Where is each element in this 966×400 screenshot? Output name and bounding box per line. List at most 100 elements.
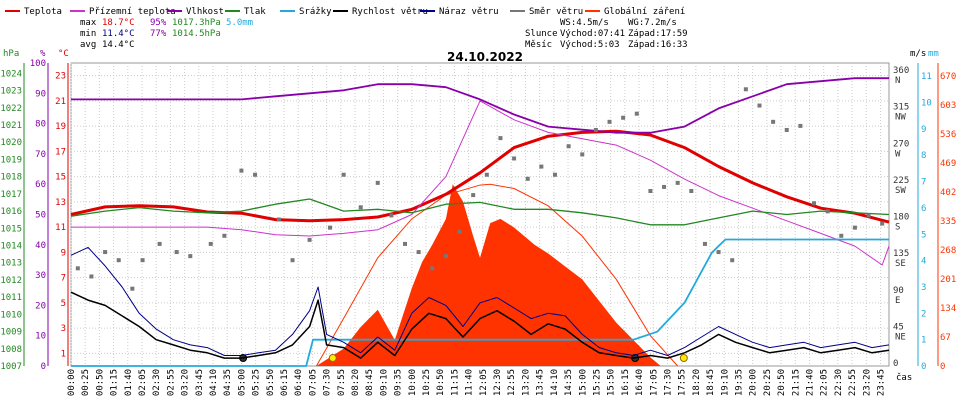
humidity-axis-tick: 30 (35, 271, 46, 281)
stat-max-hum: 95% (150, 18, 167, 28)
temperature-axis-tick: 19 (55, 122, 66, 132)
humidity-axis-tick: 60 (35, 180, 46, 190)
x-tick-label: 17:55 (678, 369, 688, 396)
wind-dir-point (484, 172, 489, 177)
axes: 1007100810091010101110121013101410151016… (0, 59, 956, 372)
series-rychlost-větru (70, 291, 890, 359)
x-tick-label: 14:10 (550, 369, 560, 396)
wind-dir-point (174, 250, 179, 255)
wind-dir-point (702, 241, 707, 246)
series-náraz-větru (70, 246, 890, 356)
direction-tick-letter: SE (895, 259, 906, 269)
wind-tick: 0 (921, 362, 926, 372)
humidity-axis-tick: 80 (35, 120, 46, 130)
direction-tick-letter: NW (895, 113, 906, 123)
humidity-axis-tick: 100 (30, 59, 46, 69)
wind-dir-point (75, 266, 80, 271)
x-tick-label: 17:30 (663, 369, 673, 396)
info-sun-label: Slunce (525, 29, 558, 39)
humidity-axis-tick: 40 (35, 241, 46, 251)
wind-dir-point (852, 225, 857, 230)
stat-min-hum: 77% (150, 29, 167, 39)
x-tick-label: 15:25 (592, 369, 602, 396)
x-tick-label: 09:35 (394, 369, 404, 396)
wind-dir-point (539, 164, 544, 169)
x-tick-label: 21:40 (805, 369, 815, 396)
radiation-tick: 670 (940, 72, 956, 82)
info-moon-rise: Východ:5:03 (560, 40, 620, 50)
stat-max-temp: 18.7°C (102, 18, 135, 28)
humidity-axis-tick: 50 (35, 211, 46, 221)
wind-tick: 10 (921, 99, 932, 109)
stat-max-rain: 5.0mm (226, 18, 253, 28)
legend-label-2: Vlhkost (186, 7, 224, 17)
wind-dir-point (290, 258, 295, 263)
x-tick-label: 08:45 (365, 369, 375, 396)
legend-label-3: Tlak (244, 7, 266, 17)
x-tick-label: 03:20 (181, 369, 191, 396)
stat-min-label: min (80, 29, 96, 39)
info-sun-rise: Východ:07:41 (560, 29, 625, 39)
pressure-axis-tick: 1015 (0, 224, 22, 234)
wind-dir-point (825, 209, 830, 214)
wind-tick: 6 (921, 204, 926, 214)
humidity-axis-tick: 0 (41, 362, 46, 372)
direction-tick-letter: E (895, 296, 900, 306)
x-tick-label: 10:00 (408, 369, 418, 396)
x-tick-label: 06:40 (294, 369, 304, 396)
direction-tick: 225 (893, 176, 909, 186)
stat-avg-temp: 14.4°C (102, 40, 135, 50)
x-tick-label: 12:30 (493, 369, 503, 396)
radiation-tick: 469 (940, 159, 956, 169)
legend-label-6: Náraz větru (439, 7, 499, 17)
wind-dir-point (621, 115, 626, 120)
unit-mm: mm (928, 49, 939, 59)
radiation-tick: 335 (940, 217, 956, 227)
pressure-axis-tick: 1008 (0, 345, 22, 355)
pressure-axis-tick: 1012 (0, 276, 22, 286)
direction-tick-letter: S (895, 223, 900, 233)
wind-dir-point (457, 229, 462, 234)
wind-tick: 8 (921, 151, 926, 161)
direction-tick: 180 (893, 213, 909, 223)
x-tick-label: 00:50 (95, 369, 105, 396)
x-tick-label: 07:30 (323, 369, 333, 396)
pressure-axis-tick: 1017 (0, 190, 22, 200)
direction-tick: 315 (893, 103, 909, 113)
info-ws: WS:4.5m/s (560, 18, 609, 28)
x-tick-label: 00:25 (81, 369, 91, 396)
radiation-tick: 134 (940, 304, 956, 314)
x-tick-label: 18:20 (692, 369, 702, 396)
wind-tick: 4 (921, 257, 926, 267)
pressure-axis-tick: 1007 (0, 362, 22, 372)
temperature-axis-tick: 21 (55, 97, 66, 107)
wind-tick: 7 (921, 178, 926, 188)
direction-tick: 270 (893, 139, 909, 149)
radiation-tick: 402 (940, 188, 956, 198)
direction-tick-letter: N (895, 76, 900, 86)
radiation-tick: 268 (940, 246, 956, 256)
x-tick-label: 03:45 (195, 369, 205, 396)
x-tick-label: 23:20 (862, 369, 872, 396)
x-tick-label: 04:35 (223, 369, 233, 396)
x-tick-label: 15:50 (607, 369, 617, 396)
pressure-axis-tick: 1009 (0, 328, 22, 338)
radiation-tick: 201 (940, 275, 956, 285)
wind-dir-point (498, 136, 503, 141)
wind-dir-point (689, 189, 694, 194)
x-tick-label: 17:05 (649, 369, 659, 396)
chart-title: 24.10.2022 (447, 50, 523, 64)
wind-dir-point (812, 201, 817, 206)
pressure-axis-tick: 1014 (0, 241, 22, 251)
temperature-axis-tick: 11 (55, 223, 66, 233)
info-moon-label: Měsíc (525, 40, 552, 50)
wind-dir-point (116, 258, 121, 263)
pressure-axis-tick: 1013 (0, 259, 22, 269)
unit-pct: % (40, 49, 46, 59)
wind-dir-point (157, 241, 162, 246)
wind-dir-point (328, 225, 333, 230)
wind-dir-point (208, 241, 213, 246)
stat-min-press: 1014.5hPa (172, 29, 221, 39)
